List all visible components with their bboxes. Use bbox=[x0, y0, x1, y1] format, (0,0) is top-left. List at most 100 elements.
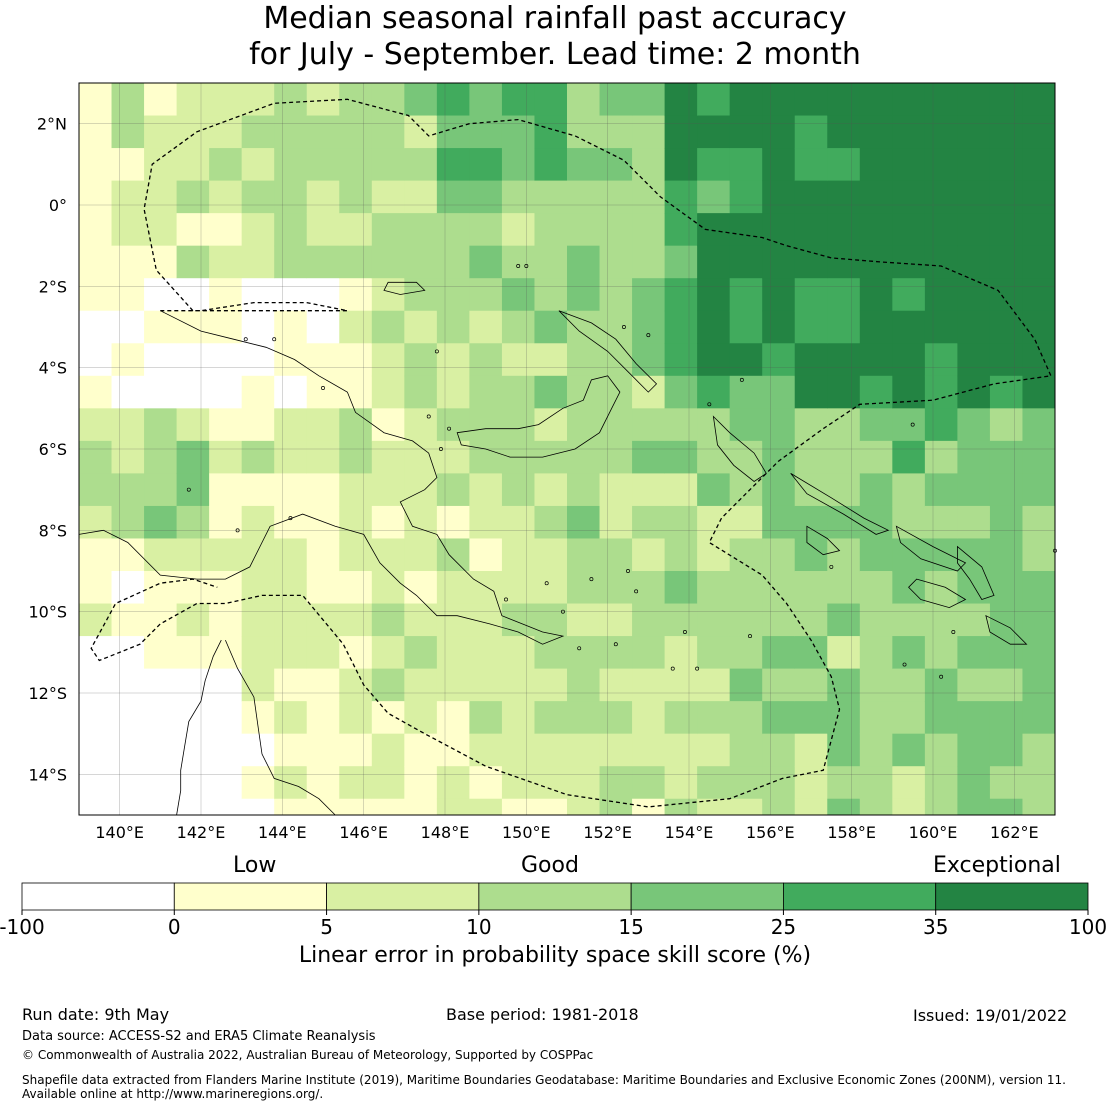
latitude-labels: 2°N 0° 2°S 4°S 6°S 8°S 10°S 12°S 14°S bbox=[28, 115, 67, 785]
skill-cell bbox=[404, 473, 438, 507]
skill-cell bbox=[697, 408, 731, 442]
skill-cell bbox=[924, 668, 958, 702]
skill-cell bbox=[827, 115, 861, 149]
skill-cell bbox=[892, 538, 926, 572]
colorbar-tick-label: 10 bbox=[466, 915, 491, 939]
skill-cell bbox=[241, 440, 275, 474]
skill-cell bbox=[599, 278, 633, 312]
shapefile-credit-line1: Shapefile data extracted from Flanders M… bbox=[22, 1073, 1066, 1087]
small-island bbox=[951, 630, 956, 634]
skill-cell bbox=[306, 408, 340, 442]
skill-cell bbox=[469, 571, 503, 605]
skill-cell bbox=[176, 538, 210, 572]
colorbar-exceptional-label: Exceptional bbox=[933, 853, 1061, 878]
skill-cell bbox=[274, 505, 308, 539]
skill-cell bbox=[957, 636, 991, 670]
skill-cell bbox=[599, 668, 633, 702]
skill-cell bbox=[274, 115, 308, 149]
skill-cell bbox=[599, 115, 633, 149]
skill-cell bbox=[404, 343, 438, 377]
skill-cell bbox=[892, 375, 926, 409]
skill-cell bbox=[371, 278, 405, 312]
skill-cell bbox=[599, 473, 633, 507]
skill-cell bbox=[989, 538, 1023, 572]
skill-cell bbox=[79, 148, 113, 182]
skill-cell bbox=[469, 343, 503, 377]
skill-cell bbox=[924, 701, 958, 735]
small-island bbox=[707, 402, 712, 407]
skill-cell bbox=[762, 571, 796, 605]
skill-cell bbox=[404, 603, 438, 637]
skill-cell bbox=[892, 636, 926, 670]
skill-cell bbox=[436, 278, 470, 312]
skill-cell bbox=[924, 408, 958, 442]
shapefile-credit-line2: Available online at http://www.marinereg… bbox=[22, 1087, 324, 1101]
skill-cell bbox=[436, 83, 470, 117]
skill-cell bbox=[827, 701, 861, 735]
skill-cell bbox=[924, 278, 958, 312]
colorbar bbox=[21, 882, 1089, 911]
skill-cell bbox=[371, 180, 405, 214]
small-island bbox=[634, 589, 639, 594]
skill-cell bbox=[664, 180, 698, 214]
skill-cell bbox=[599, 148, 633, 182]
solomon-island-coastline bbox=[908, 578, 967, 609]
skill-cell bbox=[632, 408, 666, 442]
skill-cell bbox=[241, 636, 275, 670]
skill-cell bbox=[859, 115, 893, 149]
skill-cell bbox=[892, 278, 926, 312]
solomon-island-coastline bbox=[790, 473, 890, 535]
skill-cell bbox=[599, 571, 633, 605]
skill-cell bbox=[404, 798, 438, 816]
skill-cell bbox=[371, 473, 405, 507]
skill-cell bbox=[729, 343, 763, 377]
skill-cell bbox=[827, 408, 861, 442]
skill-cell bbox=[957, 473, 991, 507]
skill-cell bbox=[176, 636, 210, 670]
skill-cell bbox=[436, 701, 470, 735]
skill-cell bbox=[924, 603, 958, 637]
cape-york-west-coastline bbox=[176, 639, 222, 816]
skill-cell bbox=[989, 375, 1023, 409]
solomon-island-coastline bbox=[985, 614, 1028, 645]
skill-cell bbox=[111, 278, 145, 312]
skill-cell bbox=[111, 603, 145, 637]
skill-cell bbox=[241, 245, 275, 279]
skill-cell bbox=[567, 505, 601, 539]
skill-cell bbox=[567, 668, 601, 702]
skill-cell bbox=[469, 668, 503, 702]
skill-cell bbox=[144, 766, 178, 800]
skill-cell bbox=[306, 571, 340, 605]
skill-cell bbox=[697, 375, 731, 409]
colorbar-good-label: Good bbox=[521, 853, 579, 878]
small-island bbox=[434, 349, 439, 354]
skill-cell bbox=[599, 310, 633, 344]
skill-cell bbox=[599, 603, 633, 637]
skill-cell bbox=[794, 278, 828, 312]
skill-cell bbox=[664, 766, 698, 800]
skill-cell bbox=[762, 180, 796, 214]
skill-cell bbox=[404, 636, 438, 670]
skill-cell bbox=[957, 440, 991, 474]
skill-cell bbox=[664, 440, 698, 474]
skill-cell bbox=[567, 148, 601, 182]
skill-cell bbox=[79, 505, 113, 539]
skill-cell bbox=[79, 733, 113, 767]
skill-cell bbox=[567, 473, 601, 507]
longitude-tick-label: 150°E bbox=[502, 823, 551, 842]
skill-cell bbox=[404, 213, 438, 247]
skill-cell bbox=[144, 701, 178, 735]
skill-cell bbox=[924, 538, 958, 572]
skill-cell bbox=[339, 83, 373, 117]
skill-cell bbox=[534, 505, 568, 539]
skill-cell bbox=[762, 473, 796, 507]
skill-cell bbox=[534, 733, 568, 767]
skill-cell bbox=[339, 408, 373, 442]
skill-cell bbox=[404, 668, 438, 702]
skill-cell bbox=[241, 408, 275, 442]
skill-cell bbox=[501, 733, 535, 767]
skill-cell bbox=[924, 343, 958, 377]
skill-cell bbox=[176, 83, 210, 117]
copyright-notice: © Commonwealth of Australia 2022, Austra… bbox=[22, 1048, 594, 1062]
solomon-island-coastline bbox=[806, 525, 841, 556]
